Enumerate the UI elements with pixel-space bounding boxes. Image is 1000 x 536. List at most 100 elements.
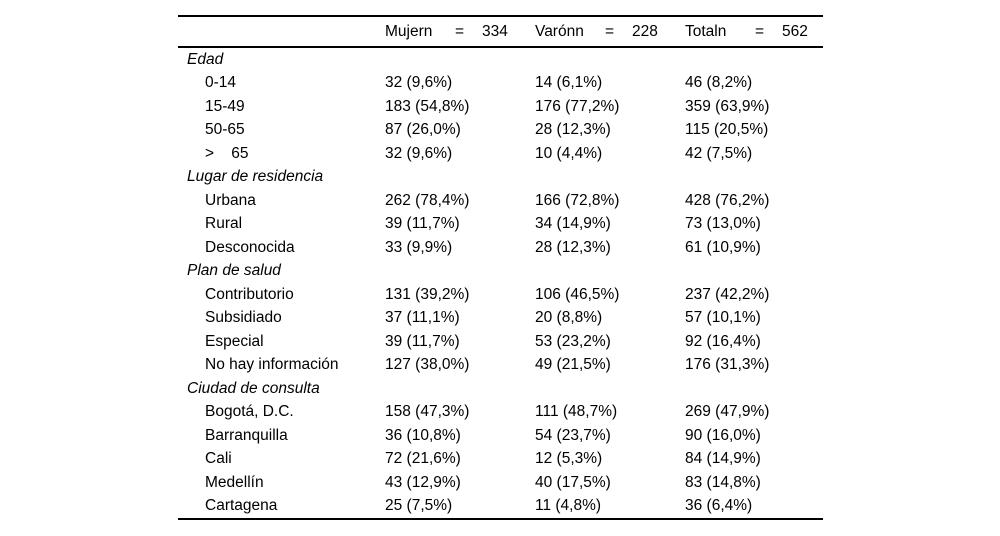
header-bottom-rule	[178, 46, 823, 48]
table-row: Bogotá, D.C. 158 (47,3%) 111 (48,7%) 269…	[178, 401, 823, 425]
row-label: Cartagena	[205, 497, 278, 515]
section-title-edad: Edad	[187, 50, 224, 68]
section-title-residencia: Lugar de residencia	[187, 168, 324, 186]
cell-varon: 176 (77,2%)	[535, 97, 620, 115]
cell-varon: 40 (17,5%)	[535, 473, 611, 491]
cell-mujer: 262 (78,4%)	[385, 191, 470, 209]
cell-mujer: 131 (39,2%)	[385, 285, 470, 303]
cell-mujer: 33 (9,9%)	[385, 238, 453, 256]
header-count-total: 562	[782, 22, 808, 40]
cell-total: 57 (10,1%)	[685, 309, 761, 327]
cell-varon: 10 (4,4%)	[535, 144, 603, 162]
cell-total: 46 (8,2%)	[685, 74, 753, 92]
header-label-total: Totaln	[685, 22, 727, 40]
cell-total: 83 (14,8%)	[685, 473, 761, 491]
row-label: 15-49	[205, 97, 245, 115]
cell-varon: 53 (23,2%)	[535, 332, 611, 350]
cell-varon: 20 (8,8%)	[535, 309, 603, 327]
cell-mujer: 158 (47,3%)	[385, 403, 470, 421]
cell-varon: 14 (6,1%)	[535, 74, 603, 92]
cell-varon: 106 (46,5%)	[535, 285, 620, 303]
cell-mujer: 25 (7,5%)	[385, 497, 453, 515]
row-label: Contributorio	[205, 285, 294, 303]
header-col-mujer: Mujern = 334	[385, 23, 535, 41]
cell-varon: 28 (12,3%)	[535, 121, 611, 139]
row-label: Medellín	[205, 473, 264, 491]
cell-total: 359 (63,9%)	[685, 97, 770, 115]
section-title-plan-salud: Plan de salud	[187, 262, 281, 280]
header-col-varon: Varónn = 228	[535, 23, 685, 41]
table-row: 15-49 183 (54,8%) 176 (77,2%) 359 (63,9%…	[178, 95, 823, 119]
table-row: Cali 72 (21,6%) 12 (5,3%) 84 (14,9%)	[178, 448, 823, 472]
cell-total: 84 (14,9%)	[685, 450, 761, 468]
table-row: > 65 32 (9,6%) 10 (4,4%) 42 (7,5%)	[178, 142, 823, 166]
table-bottom-rule	[178, 518, 823, 520]
cell-total: 428 (76,2%)	[685, 191, 770, 209]
cell-mujer: 36 (10,8%)	[385, 426, 461, 444]
cell-total: 237 (42,2%)	[685, 285, 770, 303]
header-col-total: Totaln = 562	[685, 23, 823, 41]
table-row: Cartagena 25 (7,5%) 11 (4,8%) 36 (6,4%)	[178, 495, 823, 519]
demographics-table: Mujern = 334 Varónn = 228 Totaln = 562 E…	[178, 15, 823, 520]
cell-varon: 111 (48,7%)	[535, 403, 618, 421]
cell-total: 36 (6,4%)	[685, 497, 753, 515]
cell-total: 269 (47,9%)	[685, 403, 770, 421]
cell-mujer: 37 (11,1%)	[385, 309, 460, 327]
cell-mujer: 87 (26,0%)	[385, 121, 461, 139]
equals-sign: =	[455, 22, 465, 40]
cell-varon: 54 (23,7%)	[535, 426, 611, 444]
table-row: Especial 39 (11,7%) 53 (23,2%) 92 (16,4%…	[178, 330, 823, 354]
row-label: Barranquilla	[205, 426, 288, 444]
cell-varon: 166 (72,8%)	[535, 191, 620, 209]
row-label: > 65	[205, 144, 249, 162]
table-top-rule	[178, 15, 823, 17]
row-label: 50-65	[205, 121, 245, 139]
table-row: 50-65 87 (26,0%) 28 (12,3%) 115 (20,5%)	[178, 119, 823, 143]
row-label: 0-14	[205, 74, 237, 92]
cell-total: 73 (13,0%)	[685, 215, 761, 233]
cell-mujer: 72 (21,6%)	[385, 450, 461, 468]
row-label: Subsidiado	[205, 309, 282, 327]
header-count-varon: 228	[632, 22, 658, 40]
cell-mujer: 43 (12,9%)	[385, 473, 461, 491]
equals-sign: =	[755, 22, 765, 40]
table-row: Desconocida 33 (9,9%) 28 (12,3%) 61 (10,…	[178, 236, 823, 260]
row-label: Especial	[205, 332, 264, 350]
table-body: Edad 0-14 32 (9,6%) 14 (6,1%) 46 (8,2%) …	[178, 48, 823, 518]
cell-varon: 49 (21,5%)	[535, 356, 611, 374]
equals-sign: =	[605, 22, 615, 40]
cell-total: 61 (10,9%)	[685, 238, 761, 256]
cell-mujer: 39 (11,7%)	[385, 332, 460, 350]
row-label: Desconocida	[205, 238, 295, 256]
table-row: Urbana 262 (78,4%) 166 (72,8%) 428 (76,2…	[178, 189, 823, 213]
table-row: 0-14 32 (9,6%) 14 (6,1%) 46 (8,2%)	[178, 72, 823, 96]
header-label-varon: Varónn	[535, 22, 584, 40]
table-row: Rural 39 (11,7%) 34 (14,9%) 73 (13,0%)	[178, 213, 823, 237]
cell-total: 176 (31,3%)	[685, 356, 770, 374]
cell-varon: 12 (5,3%)	[535, 450, 603, 468]
cell-total: 90 (16,0%)	[685, 426, 761, 444]
cell-varon: 34 (14,9%)	[535, 215, 611, 233]
row-label: No hay información	[205, 356, 339, 374]
row-label: Urbana	[205, 191, 256, 209]
cell-mujer: 39 (11,7%)	[385, 215, 460, 233]
cell-total: 42 (7,5%)	[685, 144, 753, 162]
table-row: Medellín 43 (12,9%) 40 (17,5%) 83 (14,8%…	[178, 471, 823, 495]
cell-total: 115 (20,5%)	[685, 121, 769, 139]
table-row: Barranquilla 36 (10,8%) 54 (23,7%) 90 (1…	[178, 424, 823, 448]
cell-mujer: 127 (38,0%)	[385, 356, 470, 374]
header-count-mujer: 334	[482, 22, 508, 40]
header-label-mujer: Mujern	[385, 22, 433, 40]
table-row: Subsidiado 37 (11,1%) 20 (8,8%) 57 (10,1…	[178, 307, 823, 331]
row-label: Rural	[205, 215, 243, 233]
table-row: Contributorio 131 (39,2%) 106 (46,5%) 23…	[178, 283, 823, 307]
row-label: Cali	[205, 450, 232, 468]
table-header-row: Mujern = 334 Varónn = 228 Totaln = 562	[178, 17, 823, 46]
section-title-ciudad: Ciudad de consulta	[187, 379, 320, 397]
cell-varon: 11 (4,8%)	[535, 497, 602, 515]
table-row: No hay información 127 (38,0%) 49 (21,5%…	[178, 354, 823, 378]
row-label: Bogotá, D.C.	[205, 403, 294, 421]
cell-mujer: 32 (9,6%)	[385, 74, 453, 92]
cell-total: 92 (16,4%)	[685, 332, 761, 350]
cell-mujer: 32 (9,6%)	[385, 144, 453, 162]
